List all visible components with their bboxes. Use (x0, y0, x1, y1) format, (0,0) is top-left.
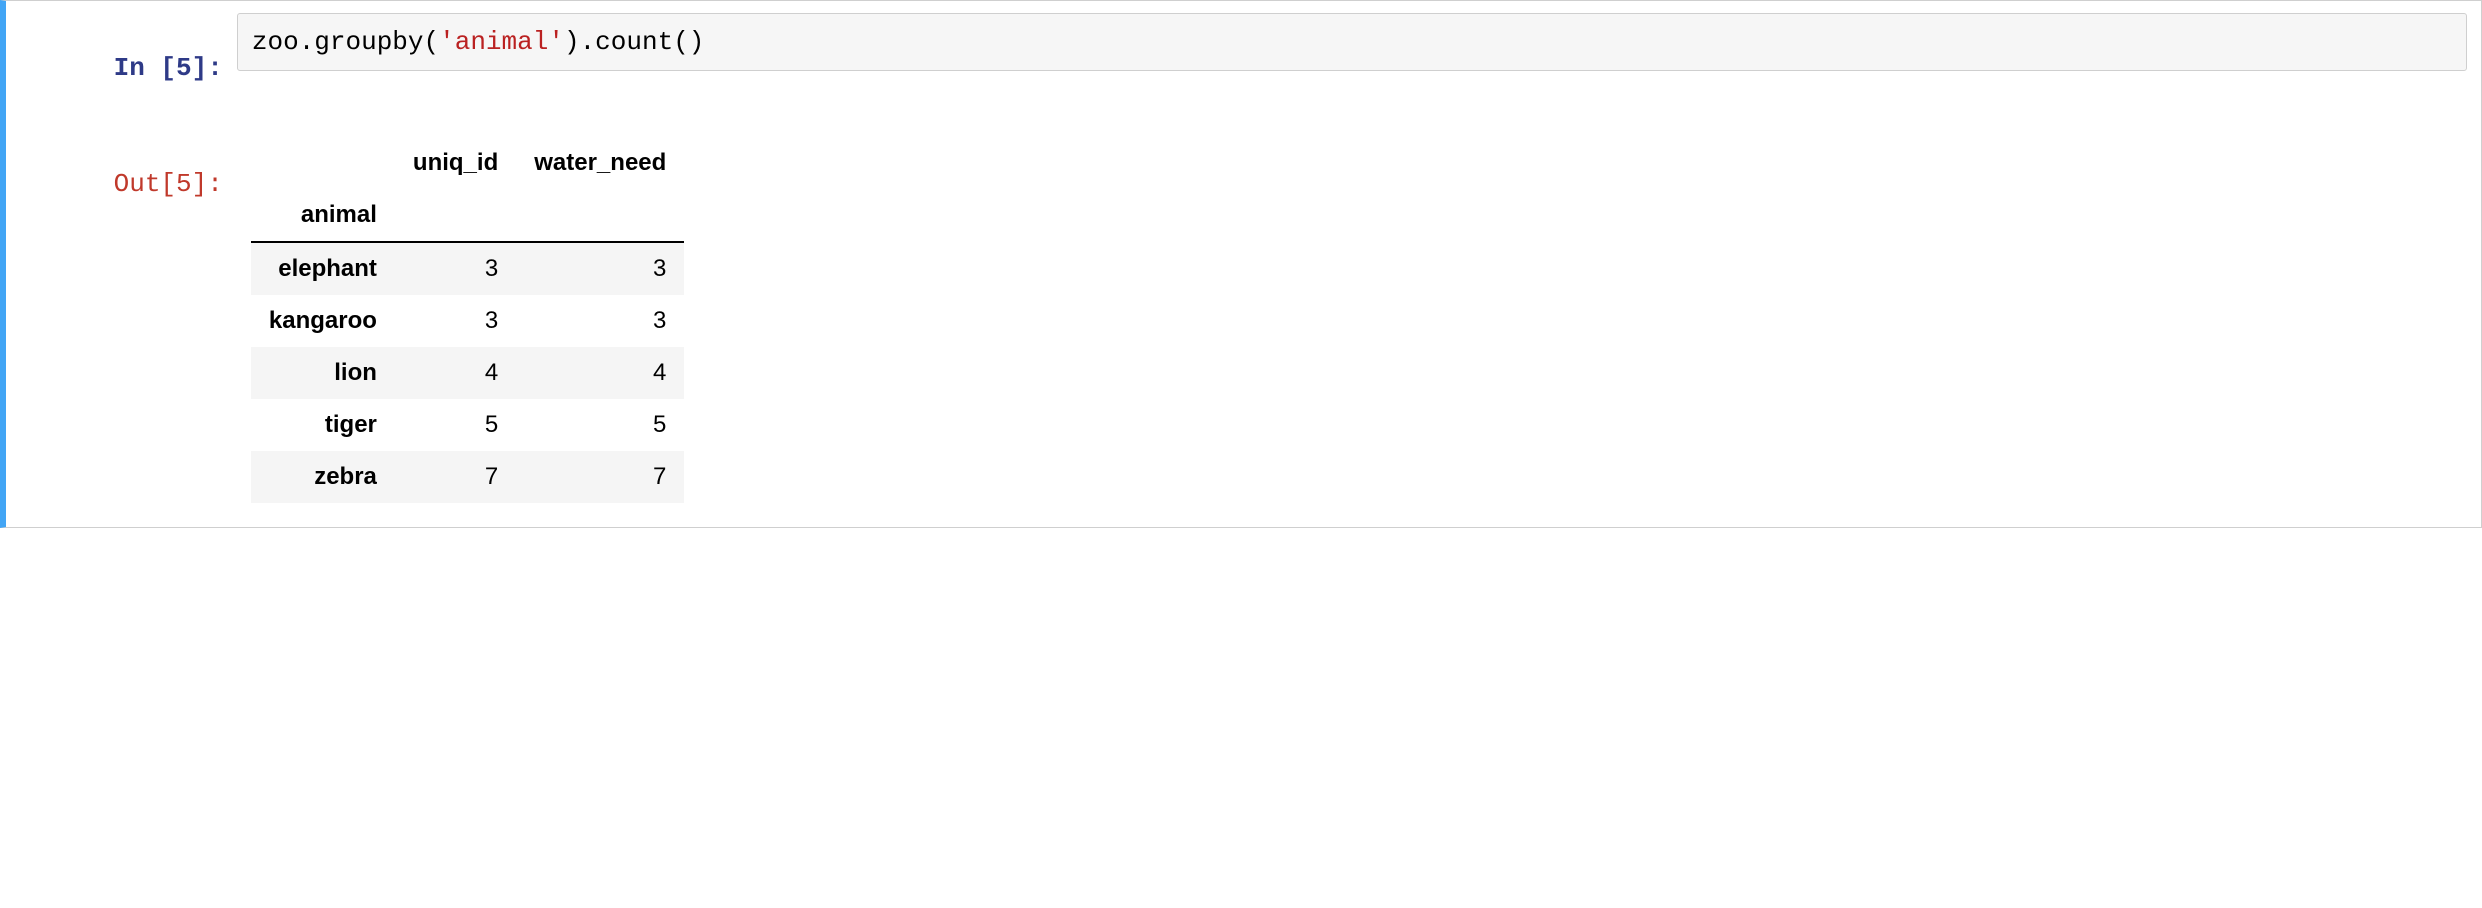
table-row-index: kangaroo (251, 295, 395, 347)
table-cell: 3 (516, 295, 684, 347)
output-row: Out[5]: uniq_id water_need animal (20, 129, 2467, 503)
code-token: ) (689, 27, 705, 57)
prompt-in-prefix: In [ (114, 53, 176, 83)
table-row: lion 4 4 (251, 347, 684, 399)
prompt-out-suffix: ]: (192, 169, 223, 199)
table-row-index: elephant (251, 242, 395, 295)
table-cell: 5 (395, 399, 516, 451)
code-token: count (595, 27, 673, 57)
table-col-header-blank (395, 189, 516, 242)
table-row: elephant 3 3 (251, 242, 684, 295)
output-prompt: Out[5]: (20, 129, 237, 229)
input-row: In [5]: zoo.groupby('animal').count() (20, 13, 2467, 113)
prompt-in-count: 5 (176, 53, 192, 83)
table-col-header-blank (516, 189, 684, 242)
code-token: groupby (314, 27, 423, 57)
table-cell: 3 (516, 242, 684, 295)
table-row: kangaroo 3 3 (251, 295, 684, 347)
output-dataframe: uniq_id water_need animal elephant 3 3 (251, 137, 684, 503)
table-col-header: uniq_id (395, 137, 516, 189)
table-cell: 5 (516, 399, 684, 451)
code-token: . (580, 27, 596, 57)
table-row: tiger 5 5 (251, 399, 684, 451)
code-token: ( (673, 27, 689, 57)
table-row-index: tiger (251, 399, 395, 451)
input-prompt: In [5]: (20, 13, 237, 113)
code-token: zoo (252, 27, 299, 57)
table-row: zebra 7 7 (251, 451, 684, 503)
table-cell: 7 (516, 451, 684, 503)
code-token: ) (564, 27, 580, 57)
table-row-index: lion (251, 347, 395, 399)
table-index-name-row: animal (251, 189, 684, 242)
table-header-row: uniq_id water_need (251, 137, 684, 189)
code-token: 'animal' (439, 27, 564, 57)
table-cell: 7 (395, 451, 516, 503)
table-row-index: zebra (251, 451, 395, 503)
prompt-out-prefix: Out[ (114, 169, 176, 199)
code-token: . (299, 27, 315, 57)
table-cell: 4 (516, 347, 684, 399)
code-token: ( (424, 27, 440, 57)
table-cell: 3 (395, 295, 516, 347)
code-input[interactable]: zoo.groupby('animal').count() (237, 13, 2467, 71)
output-body: uniq_id water_need animal elephant 3 3 (237, 129, 2467, 503)
prompt-in-suffix: ]: (192, 53, 223, 83)
notebook-cell: In [5]: zoo.groupby('animal').count() Ou… (0, 0, 2482, 528)
prompt-out-count: 5 (176, 169, 192, 199)
table-index-name: animal (251, 189, 395, 242)
table-col-header: water_need (516, 137, 684, 189)
table-corner-blank (251, 137, 395, 189)
table-cell: 3 (395, 242, 516, 295)
table-cell: 4 (395, 347, 516, 399)
